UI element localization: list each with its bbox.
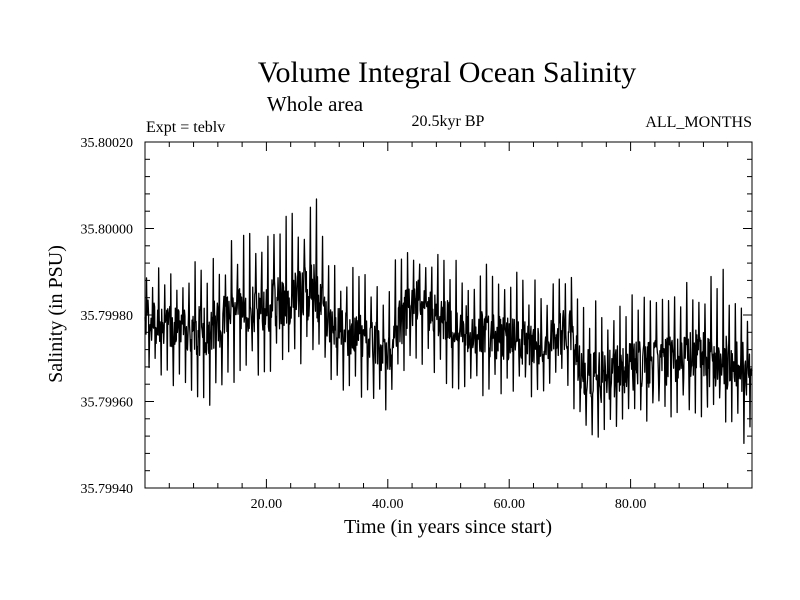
plot-area: [144, 141, 753, 489]
y-tick-label: 35.79940: [81, 482, 134, 497]
months-label: ALL_MONTHS: [645, 114, 752, 131]
x-axis-label: Time (in years since start): [344, 516, 552, 538]
experiment-label: Expt = teblv: [146, 119, 225, 136]
chart-subtitle: Whole area: [267, 92, 364, 116]
y-tick-label: 35.79960: [81, 396, 134, 411]
y-tick-label: 35.80020: [81, 136, 134, 151]
y-axis-label: Salinity (in PSU): [45, 245, 67, 383]
y-tick-label: 35.79980: [81, 309, 134, 324]
x-tick-label: 20.00: [251, 497, 283, 512]
chart-title: Volume Integral Ocean Salinity: [258, 56, 637, 89]
axis-ticks: 20.00 40.00 60.00 80.00 35.79940 35.79960 35.7…: [81, 136, 752, 512]
x-tick-label: 40.00: [372, 497, 404, 512]
x-tick-label: 80.00: [615, 497, 647, 512]
series-line-0: [144, 198, 753, 444]
period-label: 20.5kyr BP: [412, 113, 485, 130]
x-tick-label: 60.00: [493, 497, 525, 512]
y-tick-label: 35.80000: [81, 223, 134, 238]
